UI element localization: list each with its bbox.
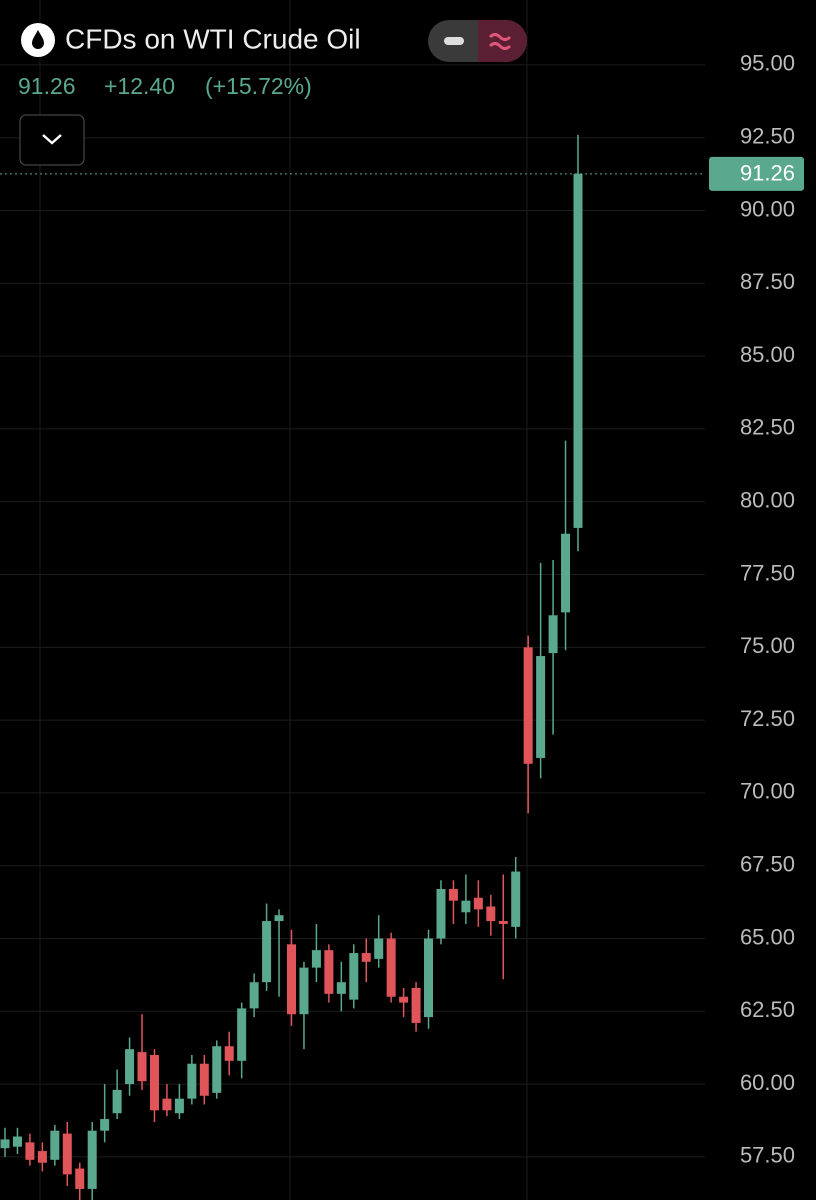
chevron: [42, 134, 62, 145]
y-tick-label: 87.50: [740, 269, 795, 294]
y-tick-label: 62.50: [740, 997, 795, 1022]
y-tick-label: 57.50: [740, 1143, 795, 1168]
candle-body: [461, 900, 471, 913]
candle-body: [324, 950, 334, 994]
candle-body: [174, 1098, 184, 1114]
candle-body: [125, 1049, 135, 1085]
candle-body: [299, 967, 309, 1015]
candle-body: [573, 173, 583, 528]
candle-body: [548, 615, 558, 654]
candle-body: [162, 1098, 172, 1111]
last-price-badge: [709, 156, 804, 191]
candle-body: [287, 944, 296, 1015]
candle-body: [25, 1142, 35, 1160]
wave-icon: [488, 33, 512, 50]
candle-body: [274, 915, 284, 922]
y-tick-label: 70.00: [740, 779, 795, 804]
y-tick-label: 77.50: [740, 560, 795, 585]
y-tick-label: 90.00: [740, 196, 795, 221]
drop-icon: [32, 30, 44, 49]
candle-body: [0, 1139, 10, 1149]
candle-body: [262, 921, 272, 983]
last-price-badge-label: 91.26: [740, 161, 795, 186]
candle-body: [386, 938, 396, 997]
candle-body: [212, 1046, 222, 1093]
candle-body: [523, 647, 533, 764]
y-tick-label: 95.00: [740, 51, 795, 76]
change: +12.40: [104, 73, 175, 99]
y-tick-label: 65.00: [740, 924, 795, 949]
y-tick-label: 92.50: [740, 124, 795, 149]
candle-body: [37, 1151, 47, 1163]
y-tick-label: 82.50: [740, 415, 795, 440]
candle-body: [436, 889, 446, 939]
candle-body: [149, 1054, 159, 1111]
candle-body: [311, 950, 321, 968]
change-pct: (+15.72%): [205, 73, 312, 99]
y-tick-label: 67.50: [740, 852, 795, 877]
candle-body: [249, 982, 259, 1009]
candle-body: [361, 953, 371, 962]
candle-body: [12, 1136, 22, 1147]
candle-body: [349, 953, 359, 1000]
candle-body: [87, 1130, 97, 1189]
candle-body: [448, 889, 458, 901]
candle-body: [561, 533, 571, 613]
last-price: 91.26: [18, 73, 76, 99]
toggle-active[interactable]: [478, 20, 527, 62]
collapse-button[interactable]: [19, 114, 85, 166]
y-tick-label: 75.00: [740, 633, 795, 658]
candle-body: [473, 897, 483, 910]
candle-body: [411, 988, 421, 1023]
y-tick-label: 60.00: [740, 1070, 795, 1095]
candle-body: [187, 1063, 197, 1099]
candle-body: [399, 996, 409, 1003]
candle-body: [511, 871, 521, 927]
candle-body: [50, 1130, 60, 1160]
candle-body: [536, 656, 546, 758]
candle-body: [237, 1008, 247, 1061]
candle-body: [112, 1089, 122, 1114]
grid-verticals: [39, 0, 528, 1200]
y-tick-label: 80.00: [740, 488, 795, 513]
candle-body: [374, 938, 384, 959]
candle-body: [199, 1063, 209, 1096]
candle-body: [224, 1046, 234, 1061]
plot: [0, 64, 705, 1200]
candle-body: [75, 1168, 85, 1189]
chart-title: CFDs on WTI Crude Oil: [65, 23, 361, 54]
candle-body: [336, 982, 346, 994]
y-tick-label: 85.00: [740, 342, 795, 367]
candle-body: [62, 1133, 72, 1175]
candle-body: [100, 1119, 110, 1131]
candle-body: [498, 921, 508, 924]
y-tick-label: 72.50: [740, 706, 795, 731]
minus-icon: [444, 37, 464, 45]
candle-body: [486, 906, 496, 922]
candle-body: [424, 938, 434, 1018]
candle-body: [137, 1052, 147, 1082]
